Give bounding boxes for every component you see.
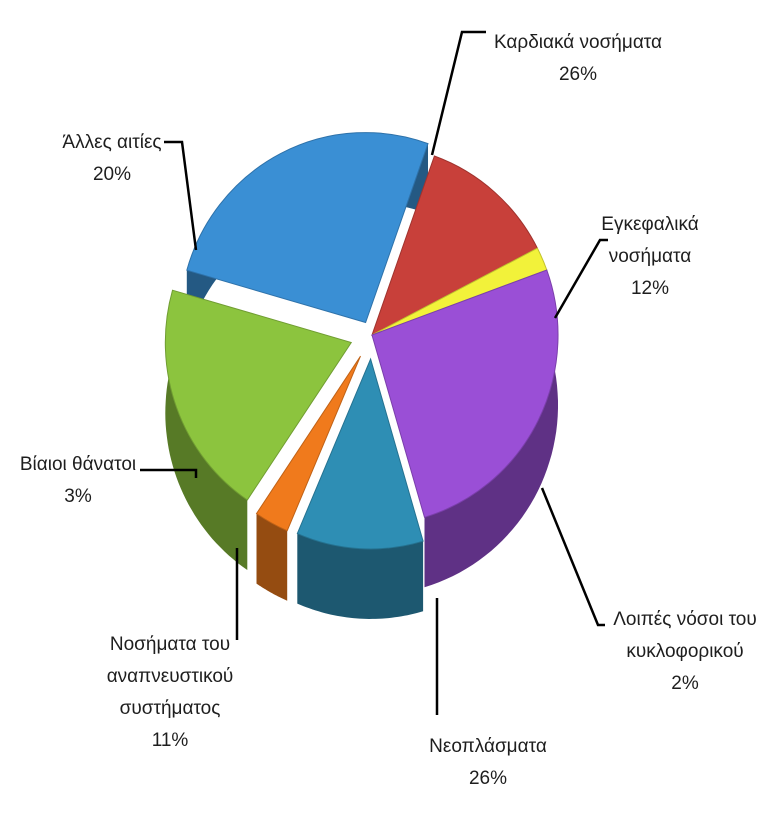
slice-name-label-4: Νοσήματα του [110, 634, 230, 655]
slice-name-label-3: Νεοπλάσματα [429, 736, 547, 757]
slice-percent-label-2: 2% [671, 673, 699, 694]
slice-name-label-6: Άλλες αιτίες [62, 132, 161, 153]
slice-percent-label-4: 11% [152, 730, 189, 751]
slice-labels: Καρδιακά νοσήματα 26% Εγκεφαλικά νοσήματα 12… [20, 32, 757, 789]
slice-name-label-0: Καρδιακά νοσήματα [494, 32, 662, 53]
leader-line-2 [540, 487, 605, 627]
slice-3 [371, 269, 559, 518]
slice-1 [371, 155, 539, 337]
slice-percent-label-3: 26% [469, 768, 507, 789]
slice-name-label-1: Εγκεφαλικά [601, 214, 698, 235]
slice-percent-label-0: 26% [559, 64, 597, 85]
pie-slices [164, 132, 559, 619]
slice-percent-label-6: 20% [93, 164, 131, 185]
slice-name-label-5: Βίαιοι θάνατοι [20, 454, 136, 475]
slice-side-6 [165, 290, 248, 570]
slice-4 [296, 357, 424, 550]
slice-5 [255, 355, 361, 532]
slice-6 [164, 289, 353, 501]
slice-name-label-2: Λοιπές νόσοι του [613, 609, 757, 630]
slice-percent-label-5: 3% [64, 486, 92, 507]
slice-name-label-4: συστήματος [120, 698, 221, 719]
slice-0 [186, 132, 429, 324]
slice-side-3 [424, 270, 558, 588]
slice-percent-label-1: 12% [631, 278, 669, 299]
slice-name-label-4: αναπνευστικού [107, 666, 234, 687]
leader-line-1 [553, 238, 608, 319]
leader-lines [140, 30, 608, 715]
slice-side-4 [297, 533, 424, 619]
leader-line-5 [140, 468, 198, 478]
leader-line-0 [430, 30, 486, 156]
slice-name-label-2: κυκλοφορικού [626, 641, 743, 662]
slice-side-5 [256, 513, 288, 601]
leader-line-6 [164, 140, 198, 251]
slice-name-label-1: νοσήματα [609, 246, 692, 267]
